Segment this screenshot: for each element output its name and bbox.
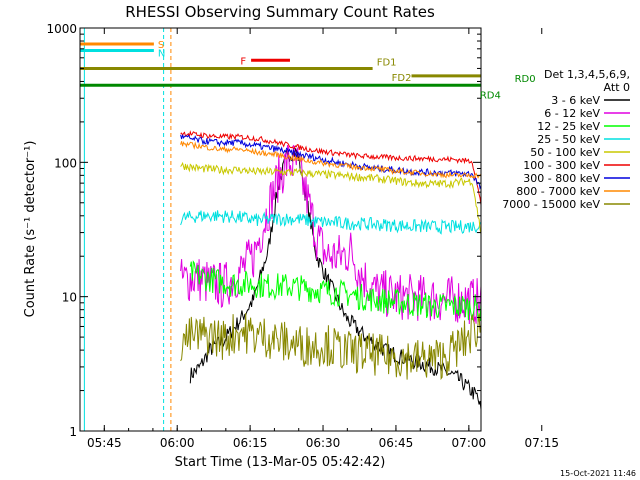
flag-label-7: RD4 — [480, 91, 501, 102]
series-line-1 — [180, 144, 481, 325]
series-line-3 — [180, 210, 481, 235]
series-line-7 — [180, 141, 481, 179]
legend-label-1: 6 - 12 keV — [544, 107, 600, 120]
series-line-2 — [189, 260, 481, 322]
legend-label-6: 300 - 800 keV — [523, 172, 600, 185]
legend-label-0: 3 - 6 keV — [551, 94, 600, 107]
timestamp: 15-Oct-2021 11:46 — [560, 469, 636, 478]
legend-header-1: Det 1,3,4,5,6,9, — [544, 68, 630, 81]
x-tick-label-4: 06:45 — [379, 436, 414, 450]
x-tick-label-1: 06:00 — [160, 436, 195, 450]
legend-label-8: 7000 - 15000 keV — [502, 198, 600, 211]
legend-label-4: 50 - 100 keV — [530, 146, 600, 159]
series-line-5 — [180, 130, 481, 208]
flag-label-6: RD0 — [515, 74, 536, 85]
y-tick-label-0: 1 — [69, 425, 77, 439]
legend-label-3: 25 - 50 keV — [537, 133, 600, 146]
plot-frame — [79, 27, 482, 432]
x-tick-label-0: 05:45 — [87, 436, 122, 450]
x-tick-label-6: 07:15 — [524, 436, 559, 450]
series-line-4 — [180, 161, 481, 237]
x-tick-label-3: 06:30 — [306, 436, 341, 450]
legend-label-7: 800 - 7000 keV — [516, 185, 600, 198]
flag-label-3: F — [240, 56, 246, 67]
x-axis-label: Start Time (13-Mar-05 05:42:42) — [175, 455, 386, 470]
legend-label-5: 100 - 300 keV — [523, 159, 600, 172]
y-axis-label: Count Rate (s⁻¹ detector⁻¹) — [23, 141, 38, 318]
flag-label-1: N — [158, 48, 165, 59]
flag-label-4: FD1 — [377, 57, 397, 68]
series-line-0 — [189, 148, 481, 411]
flag-label-5: FD2 — [392, 73, 412, 84]
y-tick-label-2: 100 — [54, 156, 77, 170]
series-line-8 — [180, 312, 481, 381]
legend-header-2: Att 0 — [604, 81, 630, 94]
x-tick-label-2: 06:15 — [233, 436, 268, 450]
legend-label-2: 12 - 25 keV — [537, 120, 600, 133]
chart-title: RHESSI Observing Summary Count Rates — [125, 3, 435, 21]
flag-label-0: S — [158, 40, 164, 51]
x-tick-label-5: 07:00 — [452, 436, 487, 450]
y-tick-label-1: 10 — [62, 291, 77, 305]
y-tick-label-3: 1000 — [46, 22, 77, 36]
